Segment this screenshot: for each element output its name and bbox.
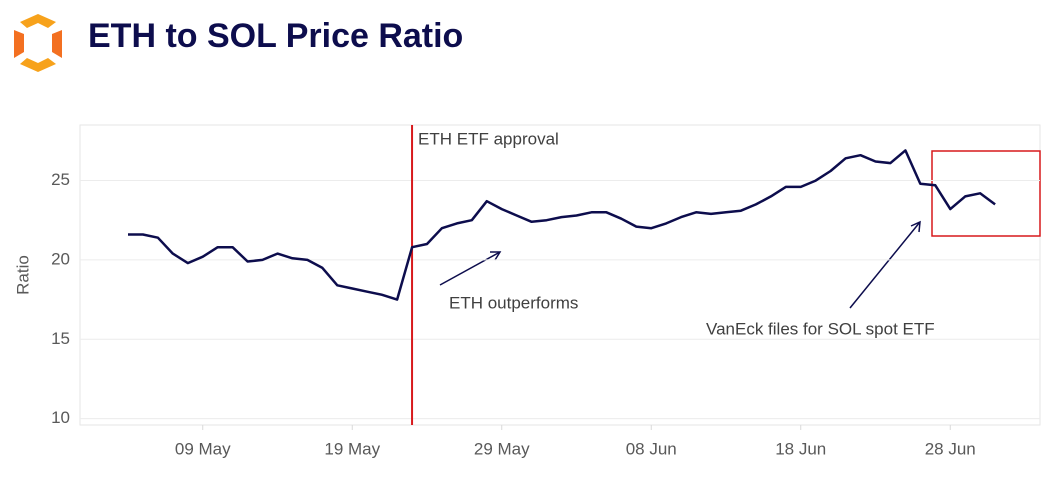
x-tick-label: 28 Jun bbox=[925, 439, 976, 458]
annotation: ETH outperforms bbox=[449, 293, 578, 312]
arrows bbox=[439, 220, 921, 309]
y-axis-label: Ratio bbox=[13, 255, 32, 295]
line-series bbox=[128, 149, 996, 301]
chart-title: ETH to SOL Price Ratio bbox=[88, 17, 463, 55]
x-tick-label: 19 May bbox=[324, 439, 380, 458]
x-tick-label: 08 Jun bbox=[626, 439, 677, 458]
x-tick-label: 18 Jun bbox=[775, 439, 826, 458]
y-tick-label: 10 bbox=[51, 408, 70, 427]
event-label: ETH ETF approval bbox=[418, 129, 559, 148]
plot-frame bbox=[79, 124, 1041, 426]
y-tick-label: 20 bbox=[51, 249, 70, 268]
annotation: VanEck files for SOL spot ETF bbox=[706, 319, 935, 338]
y-tick-label: 15 bbox=[51, 329, 70, 348]
x-tick-label: 09 May bbox=[175, 439, 231, 458]
logo bbox=[14, 14, 62, 72]
y-tick-label: 25 bbox=[51, 170, 70, 189]
x-tick-label: 29 May bbox=[474, 439, 530, 458]
highlight-box bbox=[931, 150, 1041, 237]
